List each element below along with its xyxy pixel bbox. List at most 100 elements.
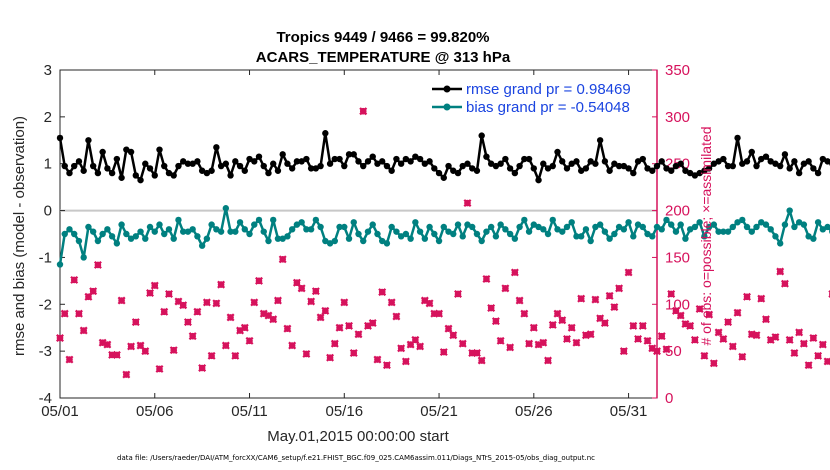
rmse-point bbox=[649, 167, 656, 174]
rmse-point bbox=[127, 148, 135, 156]
obs-possible-marker bbox=[492, 317, 500, 325]
bias-point bbox=[99, 230, 106, 238]
obs-possible-marker bbox=[350, 349, 358, 357]
obs-possible-marker bbox=[611, 303, 618, 311]
bias-point bbox=[573, 233, 580, 240]
rmse-point bbox=[653, 162, 661, 170]
bias-point bbox=[563, 223, 571, 231]
bias-point bbox=[758, 219, 765, 226]
rmse-point bbox=[677, 160, 684, 167]
bias-point bbox=[156, 221, 163, 228]
obs-possible-marker bbox=[762, 315, 770, 323]
rmse-point bbox=[118, 174, 125, 181]
obs-possible-marker bbox=[729, 343, 737, 350]
bias-point bbox=[426, 223, 433, 231]
bias-point bbox=[170, 235, 177, 242]
bias-point bbox=[89, 228, 97, 235]
obs-possible-marker bbox=[293, 279, 301, 287]
rmse-point bbox=[521, 155, 528, 163]
rmse-point bbox=[113, 155, 121, 163]
obs-possible-marker bbox=[630, 322, 637, 330]
bias-point bbox=[345, 235, 353, 242]
obs-possible-marker bbox=[805, 361, 812, 369]
obs-possible-marker bbox=[255, 277, 263, 285]
rmse-point bbox=[146, 165, 154, 172]
rmse-point bbox=[322, 130, 329, 137]
obs-possible-marker bbox=[175, 298, 182, 305]
obs-possible-marker bbox=[108, 351, 116, 359]
rmse-point bbox=[360, 162, 367, 170]
rmse-point bbox=[232, 158, 239, 165]
obs-possible-marker bbox=[160, 308, 168, 316]
obs-possible-marker bbox=[388, 299, 395, 306]
bias-point bbox=[222, 205, 230, 212]
rmse-point bbox=[753, 162, 760, 170]
rmse-point bbox=[61, 162, 68, 170]
rmse-point bbox=[549, 162, 556, 170]
bias-point bbox=[407, 235, 414, 242]
bias-point bbox=[596, 221, 604, 228]
obs-possible-marker bbox=[89, 287, 97, 295]
obs-possible-marker bbox=[620, 347, 628, 355]
obs-possible-marker bbox=[374, 356, 381, 363]
bias-point bbox=[431, 230, 438, 238]
rmse-point bbox=[99, 148, 106, 156]
obs-possible-marker bbox=[70, 276, 78, 284]
x-tick-label: 05/01 bbox=[41, 403, 79, 420]
rmse-point bbox=[402, 155, 410, 163]
obs-possible-marker bbox=[383, 361, 391, 369]
obs-possible-marker bbox=[639, 322, 647, 330]
rmse-point bbox=[492, 162, 500, 170]
y-right-tick-label: 0 bbox=[665, 390, 673, 407]
obs-possible-marker bbox=[743, 293, 751, 301]
bias-point bbox=[236, 219, 244, 226]
bias-point bbox=[165, 226, 173, 233]
rmse-point bbox=[795, 169, 803, 177]
chart-subtitle: ACARS_TEMPERATURE @ 313 hPa bbox=[256, 49, 511, 66]
obs-possible-marker bbox=[592, 296, 599, 303]
rmse-point bbox=[544, 165, 552, 172]
obs-possible-marker bbox=[464, 199, 471, 207]
obs-possible-marker bbox=[80, 327, 87, 334]
bias-point bbox=[800, 221, 808, 228]
rmse-point bbox=[108, 169, 116, 177]
rmse-point bbox=[478, 132, 485, 139]
bias-point bbox=[492, 233, 500, 240]
bias-point bbox=[393, 228, 400, 235]
rmse-point bbox=[89, 162, 97, 170]
rmse-point bbox=[739, 160, 746, 167]
bias-point bbox=[71, 230, 78, 238]
bias-point bbox=[227, 228, 234, 235]
rmse-point bbox=[487, 160, 495, 167]
rmse-point bbox=[658, 158, 665, 165]
y-tick-label: 0 bbox=[44, 203, 52, 220]
rmse-point bbox=[464, 160, 471, 167]
obs-possible-marker bbox=[151, 282, 159, 289]
y-right-tick-label: 150 bbox=[665, 249, 690, 266]
rmse-point bbox=[682, 167, 689, 174]
rmse-point bbox=[251, 158, 258, 165]
rmse-point bbox=[601, 158, 609, 165]
bias-point bbox=[208, 221, 215, 228]
bias-point bbox=[582, 226, 590, 233]
bias-point bbox=[824, 223, 830, 231]
bias-point bbox=[189, 226, 196, 233]
rmse-point bbox=[440, 174, 447, 181]
legend-label-bias: bias grand pr = -0.54048 bbox=[466, 99, 630, 116]
rmse-point bbox=[203, 169, 211, 177]
obs-possible-marker bbox=[606, 292, 613, 300]
bias-point bbox=[805, 233, 812, 240]
obs-possible-marker bbox=[340, 299, 348, 306]
bias-point bbox=[260, 228, 267, 235]
rmse-point bbox=[710, 160, 718, 167]
bias-point bbox=[336, 223, 343, 231]
obs-possible-marker bbox=[644, 337, 651, 345]
obs-possible-marker bbox=[615, 285, 623, 292]
bias-point bbox=[454, 221, 462, 228]
rmse-point bbox=[606, 167, 613, 174]
bias-point bbox=[307, 226, 315, 233]
rmse-point bbox=[274, 167, 282, 174]
rmse-point bbox=[189, 160, 196, 167]
y-tick-label: 1 bbox=[44, 156, 52, 173]
rmse-point bbox=[805, 158, 812, 165]
